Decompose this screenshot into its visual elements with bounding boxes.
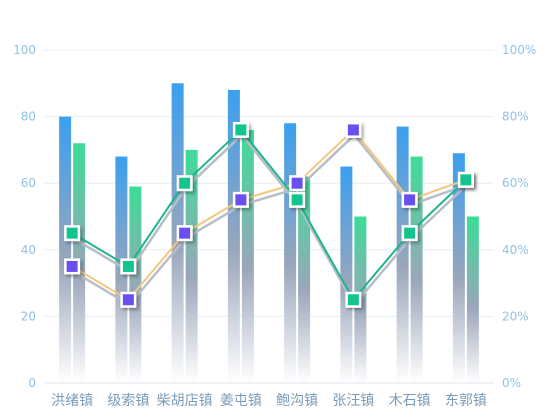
line-shadow — [72, 133, 468, 306]
line-point — [122, 260, 134, 272]
line-point — [66, 227, 78, 239]
y-left-tick-label: 40 — [21, 243, 36, 257]
y-right-tick-label: 20% — [502, 309, 529, 323]
bar — [340, 166, 353, 383]
line-point — [404, 227, 416, 239]
y-right-tick-label: 80% — [502, 110, 529, 124]
line-point — [235, 194, 247, 206]
series-line — [71, 128, 467, 301]
bar — [466, 216, 479, 383]
x-category-label: 姜屯镇 — [220, 393, 262, 409]
y-left-tick-label: 80 — [21, 110, 36, 124]
line-point — [66, 260, 78, 272]
x-category-label: 张汪镇 — [332, 393, 374, 409]
line-point — [235, 124, 247, 136]
bar — [241, 129, 254, 383]
y-right-tick-label: 100% — [502, 43, 536, 57]
bar — [185, 149, 198, 383]
line-point — [179, 227, 191, 239]
line-point — [347, 124, 359, 136]
x-category-label: 柴胡店镇 — [157, 393, 213, 409]
x-category-label: 洪绪镇 — [51, 393, 93, 409]
bar — [298, 176, 311, 383]
y-left-tick-label: 0 — [28, 376, 36, 390]
x-category-label: 木石镇 — [389, 393, 431, 409]
bar — [227, 89, 240, 384]
bar — [129, 186, 142, 383]
y-left-tick-label: 100 — [13, 43, 36, 57]
bar — [59, 116, 72, 383]
line-point — [404, 194, 416, 206]
lines — [71, 128, 468, 306]
y-left-tick-label: 20 — [21, 309, 36, 323]
y-right-tick-label: 40% — [502, 243, 529, 257]
line-point — [460, 174, 472, 186]
y-right-tick-label: 60% — [502, 176, 529, 190]
line-point — [291, 194, 303, 206]
series-line — [71, 128, 467, 301]
y-left-tick-label: 60 — [21, 176, 36, 190]
x-category-label: 级索镇 — [107, 392, 149, 409]
line-point — [291, 177, 303, 189]
axes: 0 20 40 60 80 100 0% 20% 40% 60% 80% 100% 洪绪镇 级索镇 柴胡店镇… — [13, 43, 536, 409]
markers — [64, 121, 474, 308]
bar — [452, 153, 465, 383]
x-category-label: 东郭镇 — [445, 392, 487, 409]
x-category-label: 鲍沟镇 — [276, 393, 318, 409]
line-point — [347, 294, 359, 306]
bar — [284, 123, 297, 383]
bar — [396, 126, 409, 383]
y-right-tick-label: 0% — [502, 376, 521, 390]
bar — [410, 156, 423, 383]
line-shadow — [72, 133, 468, 306]
line-point — [179, 177, 191, 189]
line-point — [122, 294, 134, 306]
